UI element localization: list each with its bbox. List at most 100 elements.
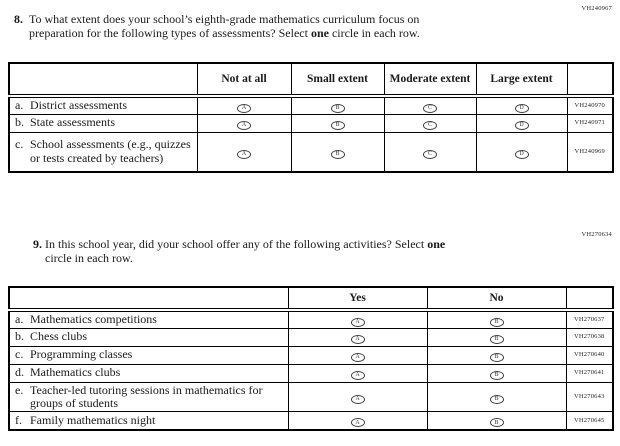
q9-row-d-label-cell: d. Mathematics clubs bbox=[8, 363, 289, 383]
q8-text: To what extent does your school’s eighth… bbox=[29, 12, 420, 41]
q9-number: 9. bbox=[33, 237, 42, 251]
row-code: VH270645 bbox=[565, 411, 614, 431]
q9-row-f-label-cell: f. Family mathematics night bbox=[8, 411, 289, 431]
table-row: f. Family mathematics night A B VH270645 bbox=[8, 411, 614, 431]
row-code: VH270640 bbox=[565, 345, 614, 365]
answer-bubble-no[interactable]: B bbox=[489, 352, 504, 362]
q8-row-a-option-cell: D bbox=[475, 95, 568, 115]
table-row: e. Teacher-led tutoring sessions in mathe… bbox=[8, 381, 614, 413]
q8-text-line2-pre: preparation for the following types of a… bbox=[29, 25, 311, 40]
q8-row-a-option-cell: C bbox=[383, 95, 477, 115]
answer-bubble-c[interactable]: C bbox=[423, 103, 437, 113]
q9-header-code bbox=[565, 286, 614, 312]
q8-header-row: Not at all Small extent Moderate extent … bbox=[8, 62, 614, 98]
row-letter: a. bbox=[15, 98, 24, 113]
row-label: School assessments (e.g., quizzes or tes… bbox=[30, 137, 191, 165]
q9-header-item bbox=[8, 286, 289, 312]
q8-row-b-option-cell: B bbox=[290, 113, 385, 133]
row-label: District assessments bbox=[30, 98, 127, 113]
answer-bubble-no[interactable]: B bbox=[489, 334, 504, 344]
q9-header-row: Yes No bbox=[8, 286, 614, 312]
row-letter: e. bbox=[15, 382, 24, 397]
table-row: c. Programming classes A B VH270640 bbox=[8, 345, 614, 365]
q9-row-c-no-cell: B bbox=[426, 345, 567, 365]
answer-bubble-no[interactable]: B bbox=[489, 418, 504, 428]
table-row: b. State assessments A B C D VH240971 bbox=[8, 113, 614, 133]
answer-bubble-no[interactable]: B bbox=[489, 370, 504, 380]
q8-header-code bbox=[566, 62, 614, 98]
q8-item-code: VH240967 bbox=[581, 5, 612, 12]
q9-row-c-label-cell: c. Programming classes bbox=[8, 345, 289, 365]
q8-row-a-option-cell: A bbox=[196, 95, 292, 115]
answer-bubble-b[interactable]: B bbox=[330, 103, 345, 113]
answer-bubble-b[interactable]: B bbox=[330, 120, 345, 130]
q8-text-line1: To what extent does your school’s eighth… bbox=[29, 12, 420, 26]
q8-row-c-option-cell: D bbox=[475, 131, 568, 173]
answer-bubble-c[interactable]: C bbox=[423, 120, 437, 130]
q8-row-a-option-cell: B bbox=[290, 95, 385, 115]
row-letter: c. bbox=[15, 347, 24, 362]
q8-header-small-extent: Small extent bbox=[290, 62, 385, 98]
answer-bubble-a[interactable]: A bbox=[237, 149, 251, 159]
q9-text-bold: one bbox=[427, 237, 446, 251]
q8-row-b-option-cell: D bbox=[475, 113, 568, 133]
q8-row-c-option-cell: C bbox=[383, 131, 477, 173]
q9-row-e-label-cell: e. Teacher-led tutoring sessions in mathe… bbox=[8, 381, 289, 413]
q9-text: In this school year, did your school off… bbox=[45, 237, 446, 266]
table-row: c. School assessments (e.g., quizzes or t… bbox=[8, 131, 614, 173]
q9-row-d-no-cell: B bbox=[426, 363, 567, 383]
answer-bubble-yes[interactable]: A bbox=[350, 317, 365, 327]
row-code: VH270643 bbox=[565, 381, 614, 413]
row-letter: b. bbox=[15, 329, 24, 344]
q9-question: 9. In this school year, did your school … bbox=[33, 237, 446, 266]
table-row: a. Mathematics competitions A B VH270637 bbox=[8, 309, 614, 329]
answer-bubble-a[interactable]: A bbox=[237, 103, 251, 113]
row-label: Mathematics competitions bbox=[30, 312, 157, 327]
q8-header-not-at-all: Not at all bbox=[196, 62, 292, 98]
q8-header-moderate-extent: Moderate extent bbox=[383, 62, 477, 98]
answer-bubble-no[interactable]: B bbox=[489, 317, 504, 327]
q9-row-b-no-cell: B bbox=[426, 327, 567, 347]
q8-header-item bbox=[8, 62, 198, 98]
answer-bubble-yes[interactable]: A bbox=[350, 370, 365, 380]
answer-bubble-c[interactable]: C bbox=[423, 149, 437, 159]
answer-bubble-d[interactable]: D bbox=[514, 103, 529, 113]
q9-row-a-label-cell: a. Mathematics competitions bbox=[8, 309, 289, 329]
q9-row-f-yes-cell: A bbox=[287, 411, 428, 431]
row-code: VH270637 bbox=[565, 309, 614, 329]
q9-header-yes: Yes bbox=[287, 286, 428, 312]
answer-bubble-no[interactable]: B bbox=[489, 394, 504, 404]
q9-row-a-no-cell: B bbox=[426, 309, 567, 329]
q9-table: Yes No a. Mathematics competitions A B VH… bbox=[8, 286, 614, 431]
answer-bubble-d[interactable]: D bbox=[514, 149, 529, 159]
row-letter: c. bbox=[15, 137, 24, 152]
q8-table: Not at all Small extent Moderate extent … bbox=[8, 62, 614, 173]
q8-row-c-option-cell: A bbox=[196, 131, 292, 173]
table-row: b. Chess clubs A B VH270638 bbox=[8, 327, 614, 347]
answer-bubble-yes[interactable]: A bbox=[350, 334, 365, 344]
row-code: VH240969 bbox=[566, 131, 614, 173]
row-code: VH240970 bbox=[566, 95, 614, 115]
row-letter: b. bbox=[15, 115, 24, 130]
answer-bubble-yes[interactable]: A bbox=[350, 418, 365, 428]
answer-bubble-a[interactable]: A bbox=[237, 120, 251, 130]
row-letter: a. bbox=[15, 312, 24, 327]
q8-row-b-option-cell: A bbox=[196, 113, 292, 133]
q9-row-d-yes-cell: A bbox=[287, 363, 428, 383]
row-code: VH270638 bbox=[565, 327, 614, 347]
q9-row-e-yes-cell: A bbox=[287, 381, 428, 413]
q9-row-b-yes-cell: A bbox=[287, 327, 428, 347]
answer-bubble-d[interactable]: D bbox=[514, 120, 529, 130]
q8-row-a-label-cell: a. District assessments bbox=[8, 95, 198, 115]
q8-row-b-option-cell: C bbox=[383, 113, 477, 133]
q9-item-code: VH270634 bbox=[581, 231, 612, 238]
q8-row-c-option-cell: B bbox=[290, 131, 385, 173]
row-label: Teacher-led tutoring sessions in mathema… bbox=[30, 382, 263, 410]
answer-bubble-b[interactable]: B bbox=[330, 149, 345, 159]
answer-bubble-yes[interactable]: A bbox=[350, 394, 365, 404]
q9-text-line2: circle in each row. bbox=[45, 250, 133, 265]
answer-bubble-yes[interactable]: A bbox=[350, 352, 365, 362]
table-row: d. Mathematics clubs A B VH270641 bbox=[8, 363, 614, 383]
q9-row-e-no-cell: B bbox=[426, 381, 567, 413]
